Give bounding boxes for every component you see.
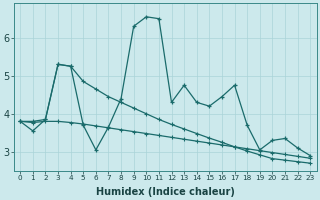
X-axis label: Humidex (Indice chaleur): Humidex (Indice chaleur): [96, 187, 235, 197]
